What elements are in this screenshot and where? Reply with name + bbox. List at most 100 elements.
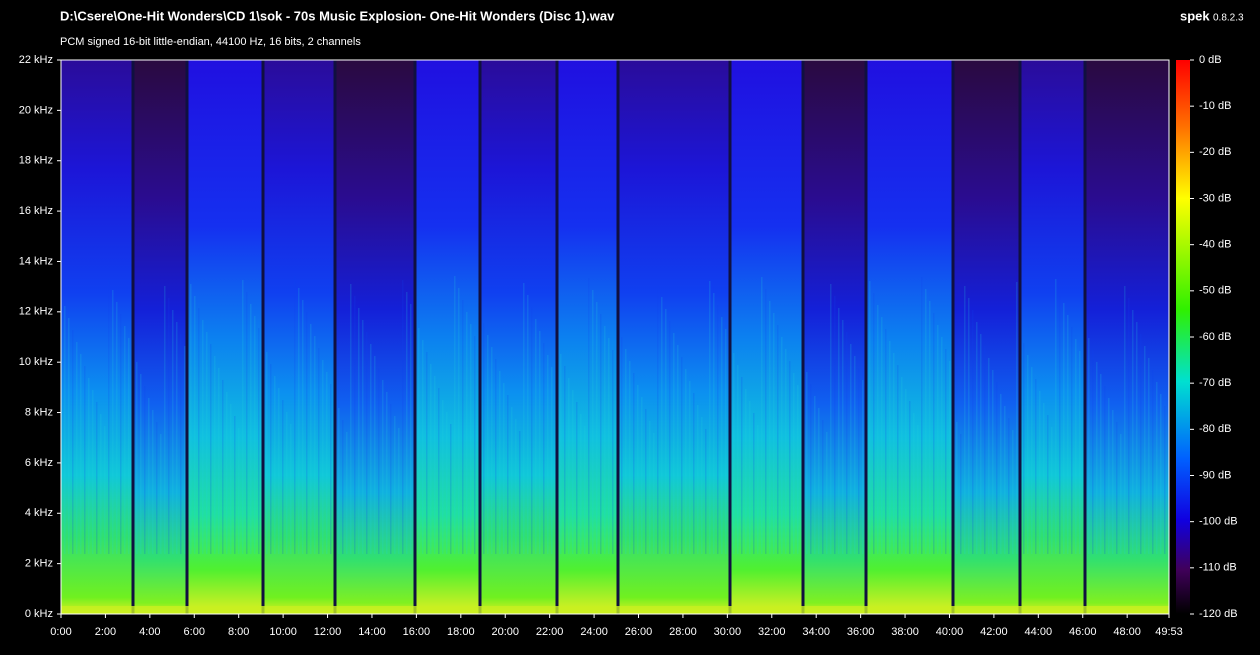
spectrum-streak [318,348,320,554]
spectrum-streak [629,361,631,554]
spectrum-streak [869,281,871,554]
spectrum-streak [777,325,779,554]
spectrum-streak [250,304,252,554]
spectrum-streak [600,314,602,554]
spectrum-streak [1092,350,1094,554]
track-gap [616,60,620,614]
track-spectrum [187,60,263,614]
spectrum-streak [346,432,348,554]
spectrum-streak [818,408,820,554]
spectrum-streak [1108,398,1110,554]
spectrum-streak [564,366,566,554]
spectrum-streak [608,338,610,554]
spectrum-streak [290,424,292,554]
db-tick-label: -20 dB [1199,146,1231,158]
track-spectrum [730,60,803,614]
spectrum-streak [1140,334,1142,554]
spectrum-streak [523,283,525,554]
spectrum-streak [358,308,360,554]
track-spectrum [1020,60,1085,614]
spectrum-streak [370,344,372,554]
x-tick-label: 40:00 [936,626,964,638]
y-tick-label: 4 kHz [25,507,53,519]
spectrum-streak [810,384,812,554]
spectrum-streak [753,413,755,554]
spectrum-streak [116,302,118,554]
y-tick-label: 20 kHz [19,104,53,116]
spectrum-streak [302,300,304,554]
spectrum-streak [721,317,723,554]
y-tick-label: 18 kHz [19,155,53,167]
track-spectrum [415,60,480,614]
spectrum-streak [1004,406,1006,554]
spectrum-streak [310,324,312,554]
spectrum-streak [1160,394,1162,554]
spectrum-streak [507,395,509,554]
spectrum-streak [454,276,456,554]
spectrum-streak [1059,291,1061,554]
track-gap [1083,60,1087,614]
spectrum-streak [1043,403,1045,554]
spectrum-streak [972,310,974,554]
spectrum-streak [84,366,86,554]
spectrum-streak [382,380,384,554]
spectrum-streak [180,334,182,554]
spectrum-streak [390,404,392,554]
spectrum-streak [576,402,578,554]
db-tick-label: -110 dB [1199,562,1237,574]
spectrum-streak [741,377,743,554]
spectrum-streak [144,386,146,554]
spectrum-streak [218,368,220,554]
spectrum-streak [661,297,663,554]
spectrum-streak [830,284,832,554]
spectrum-streak [386,392,388,554]
spectrum-streak [214,356,216,554]
spectrum-streak [637,385,639,554]
spectrum-streak [442,400,444,554]
spectrum-streak [168,298,170,554]
spectrum-streak [633,373,635,554]
spectrum-streak [757,425,759,554]
spectrum-streak [789,361,791,554]
spectrum-streak [1079,351,1081,554]
spectrum-streak [1047,415,1049,554]
spectrum-streak [858,368,860,554]
spectrum-streak [362,320,364,554]
x-tick-label: 48:00 [1113,626,1141,638]
spectrum-streak [112,290,114,554]
db-tick-label: -70 dB [1199,377,1231,389]
track-gap [951,60,955,614]
spectrum-streak [96,402,98,554]
spectrum-streak [964,286,966,554]
spectrum-streak [354,296,356,554]
spectrum-streak [184,346,186,554]
spectrum-streak [806,372,808,554]
spectrum-streak [657,285,659,554]
spectrum-streak [266,352,268,554]
spectrum-streak [689,381,691,554]
low-band [61,606,1169,614]
y-tick-label: 6 kHz [25,457,53,469]
spectrum-streak [128,338,130,554]
spectrum-streak [238,428,240,554]
spectrum-streak [838,308,840,554]
spectrum-streak [621,337,623,554]
spectrum-streak [877,305,879,554]
spectrum-streak [1120,434,1122,554]
spectrum-streak [1008,418,1010,554]
spectrum-streak [725,329,727,554]
spectrum-streak [584,426,586,554]
spectrum-streak [854,356,856,554]
spectrum-streak [394,416,396,554]
spectrum-streak [1067,315,1069,554]
spectrum-streak [278,388,280,554]
track-gap [185,60,189,614]
spectrum-streak [458,288,460,554]
spectrum-streak [653,433,655,554]
spectrum-streak [483,323,485,554]
spectrum-streak [76,342,78,554]
spectrum-streak [527,295,529,554]
spectrum-streak [430,364,432,554]
spectrum-streak [588,278,590,554]
color-bar [1176,60,1190,614]
